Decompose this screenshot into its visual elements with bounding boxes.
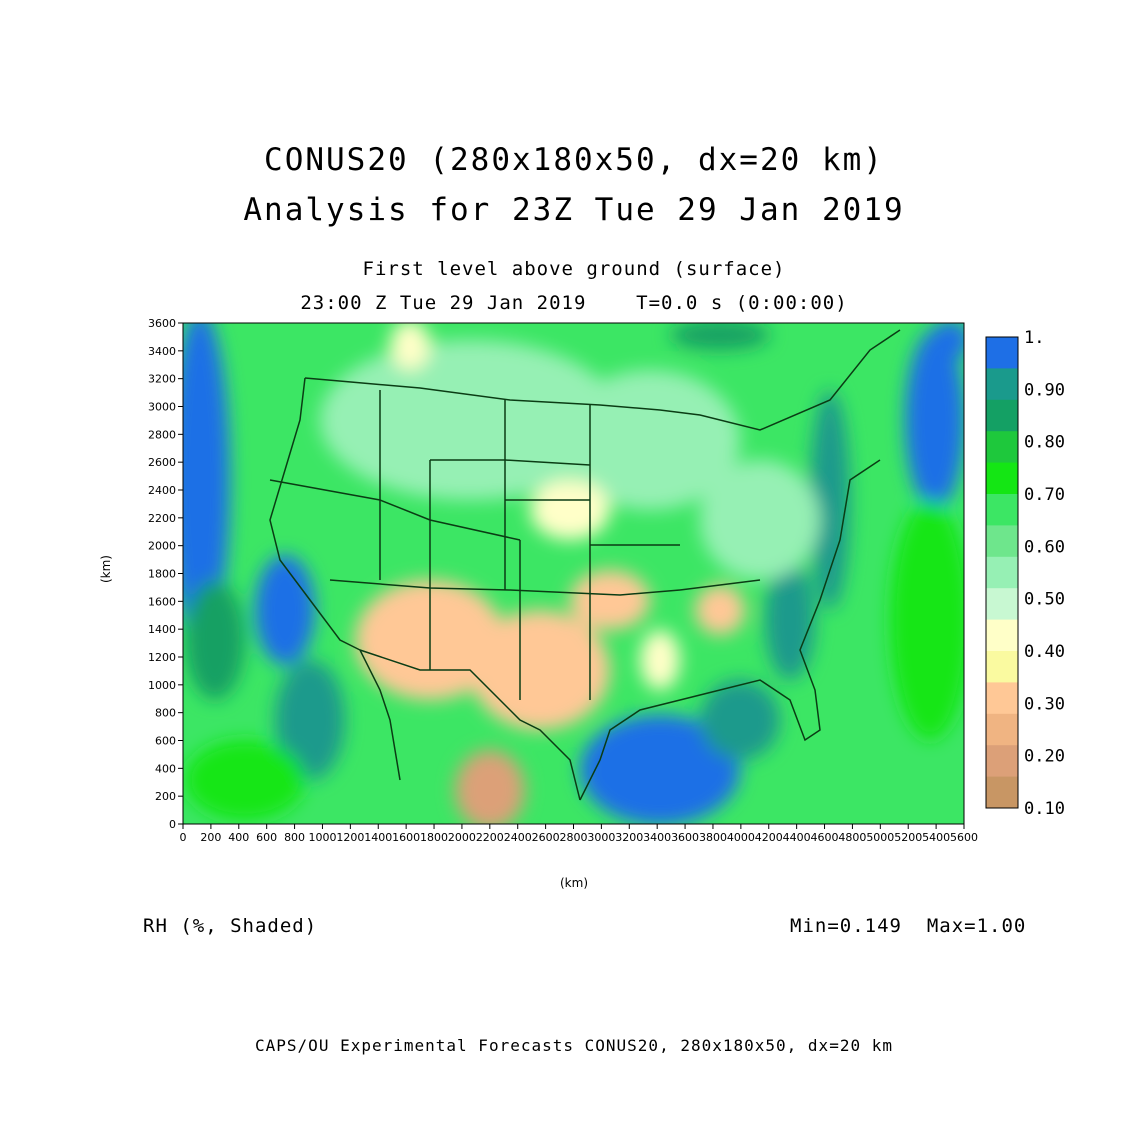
y-tick-label: 400	[155, 762, 176, 775]
x-tick-label: 200	[200, 831, 221, 844]
x-tick-label: 3000	[587, 831, 615, 844]
x-tick-label: 800	[284, 831, 305, 844]
colorbar-label: 0.70	[1024, 485, 1065, 505]
colorbar-swatch	[986, 462, 1018, 495]
x-tick-label: 1400	[364, 831, 392, 844]
colorbar-label: 0.30	[1024, 694, 1065, 714]
colorbar-swatch	[986, 682, 1018, 715]
colorbar-label: 0.40	[1024, 642, 1065, 662]
y-tick-label: 800	[155, 707, 176, 720]
colorbar-swatch	[986, 713, 1018, 746]
footer-credit: CAPS/OU Experimental Forecasts CONUS20, …	[255, 1036, 893, 1055]
x-tick-label: 5000	[866, 831, 894, 844]
x-axis-ticks: 0 200 400 600 800 1000 1200 1400 1600 1800 2000 220…	[180, 824, 978, 844]
x-tick-label: 400	[228, 831, 249, 844]
x-tick-label: 3800	[699, 831, 727, 844]
colorbar-swatch	[986, 588, 1018, 621]
x-tick-label: 4400	[783, 831, 811, 844]
x-tick-label: 2800	[560, 831, 588, 844]
y-tick-label: 3200	[148, 373, 176, 386]
colorbar-label: 0.60	[1024, 537, 1065, 557]
colorbar-swatch	[986, 399, 1018, 432]
state-boundaries	[269, 329, 901, 801]
y-axis-ticks: 0 200 400 600 800 1000 1200 1400 1600 1800 2000 220…	[148, 317, 183, 831]
y-tick-label: 1400	[148, 623, 176, 636]
rh-field	[183, 323, 964, 824]
x-tick-label: 4200	[755, 831, 783, 844]
colorbar-swatch	[986, 431, 1018, 464]
colorbar-swatch	[986, 368, 1018, 401]
x-tick-label: 1000	[308, 831, 336, 844]
y-tick-label: 2200	[148, 512, 176, 525]
subtitle-level: First level above ground (surface)	[362, 258, 786, 280]
x-tick-label: 4000	[727, 831, 755, 844]
colorbar-swatch	[986, 525, 1018, 558]
x-axis-unit: (km)	[560, 876, 589, 890]
x-tick-label: 600	[256, 831, 277, 844]
subtitle-time: 23:00 Z Tue 29 Jan 2019 T=0.0 s (0:00:00…	[300, 292, 848, 314]
colorbar-swatch	[986, 337, 1018, 369]
y-tick-label: 2000	[148, 540, 176, 553]
y-tick-label: 0	[169, 818, 176, 831]
colorbar-swatch	[986, 494, 1018, 526]
min-max-label: Min=0.149 Max=1.00	[790, 915, 1027, 937]
y-tick-label: 3000	[148, 401, 176, 414]
colorbar-label: 1.	[1024, 328, 1044, 348]
x-tick-label: 5200	[894, 831, 922, 844]
x-tick-label: 0	[180, 831, 187, 844]
y-tick-label: 1600	[148, 595, 176, 608]
colorbar-label: 0.20	[1024, 747, 1065, 767]
y-axis-unit: (km)	[99, 554, 114, 584]
colorbar-swatch	[986, 651, 1018, 683]
colorbar-frame	[985, 336, 1019, 809]
variable-label: RH (%, Shaded)	[143, 915, 318, 937]
colorbar-swatch	[986, 556, 1018, 589]
y-tick-label: 1000	[148, 679, 176, 692]
y-tick-label: 600	[155, 735, 176, 748]
colorbar-label: 0.90	[1024, 380, 1065, 400]
x-tick-label: 5400	[922, 831, 950, 844]
x-tick-label: 2400	[504, 831, 532, 844]
x-tick-label: 2200	[476, 831, 504, 844]
y-tick-label: 2800	[148, 428, 176, 441]
x-tick-label: 2000	[448, 831, 476, 844]
y-tick-label: 3400	[148, 345, 176, 358]
colorbar-swatch	[986, 745, 1018, 778]
y-tick-label: 3600	[148, 317, 176, 330]
y-tick-label: 2400	[148, 484, 176, 497]
y-tick-label: 1800	[148, 568, 176, 581]
y-tick-label: 1200	[148, 651, 176, 664]
x-tick-label: 1600	[392, 831, 420, 844]
x-tick-label: 4600	[811, 831, 839, 844]
x-tick-label: 3600	[671, 831, 699, 844]
x-tick-label: 1200	[336, 831, 364, 844]
colorbar: 1. 0.90 0.80 0.70 0.60 0.50 0.40 0.30 0.20 0.10	[985, 328, 1065, 819]
x-tick-label: 1800	[420, 831, 448, 844]
x-tick-label: 4800	[838, 831, 866, 844]
x-tick-label: 2600	[532, 831, 560, 844]
x-tick-label: 3400	[643, 831, 671, 844]
title-line-2: Analysis for 23Z Tue 29 Jan 2019	[243, 192, 905, 228]
colorbar-label: 0.80	[1024, 433, 1065, 453]
title-line-1: CONUS20 (280x180x50, dx=20 km)	[264, 142, 884, 178]
y-tick-label: 2600	[148, 456, 176, 469]
colorbar-swatch	[986, 619, 1018, 652]
y-tick-label: 200	[155, 790, 176, 803]
x-tick-label: 3200	[615, 831, 643, 844]
colorbar-label: 0.10	[1024, 799, 1065, 819]
colorbar-swatch	[986, 776, 1018, 809]
colorbar-label: 0.50	[1024, 590, 1065, 610]
x-tick-label: 5600	[950, 831, 978, 844]
